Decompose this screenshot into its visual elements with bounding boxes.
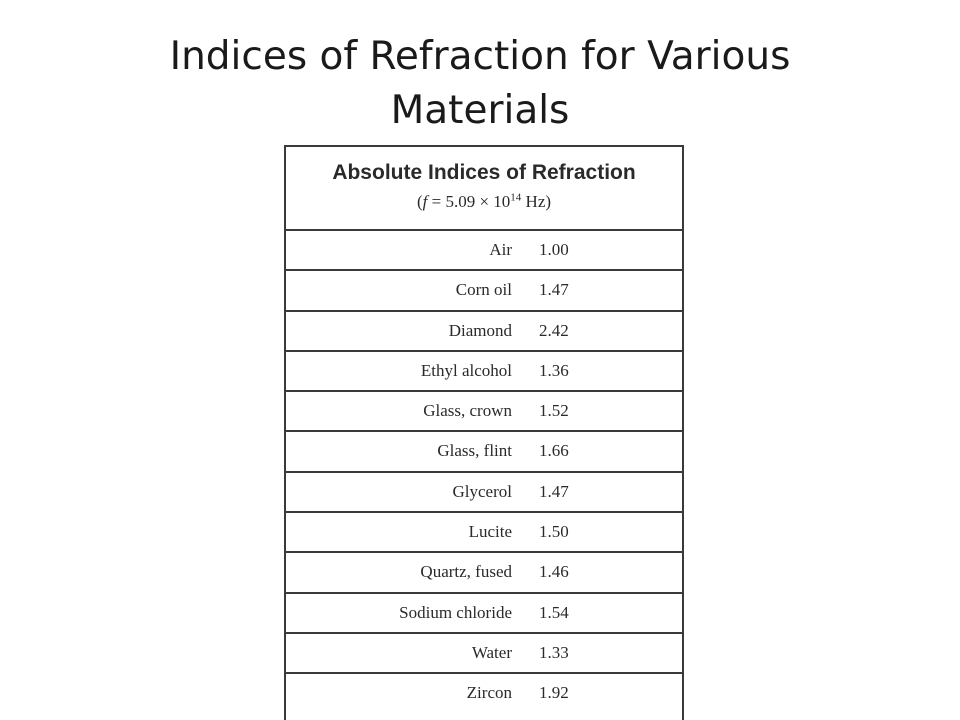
frequency-value: = 5.09 × 10 bbox=[427, 192, 511, 211]
frequency-variable: f bbox=[422, 192, 428, 211]
table-row: Lucite 1.50 bbox=[286, 513, 682, 554]
slide-title-line: Indices of Refraction for Various bbox=[169, 34, 791, 79]
refraction-index: 1.00 bbox=[539, 240, 569, 259]
table-row: Sodium chloride 1.54 bbox=[286, 594, 682, 634]
material-name: Zircon bbox=[466, 683, 512, 703]
table-row: Air 1.00 bbox=[286, 231, 682, 272]
table-row: Quartz, fused 1.46 bbox=[286, 553, 682, 594]
material-name: Glycerol bbox=[452, 481, 512, 501]
material-name: Quartz, fused bbox=[420, 562, 512, 582]
slide-title: Indices of Refraction for Various Materi… bbox=[60, 30, 900, 138]
refraction-index: 1.33 bbox=[539, 642, 569, 662]
refraction-index: 1.92 bbox=[539, 683, 569, 703]
refraction-index: 1.47 bbox=[539, 481, 569, 501]
table-row: Corn oil 1.47 bbox=[286, 271, 682, 312]
refraction-index: 1.47 bbox=[539, 280, 569, 300]
refraction-index: 1.36 bbox=[539, 360, 569, 380]
table-row: Zircon 1.92 bbox=[286, 674, 682, 714]
refraction-index: 1.54 bbox=[539, 602, 569, 622]
refraction-index: 1.46 bbox=[539, 562, 569, 582]
material-name: Glass, crown bbox=[423, 401, 512, 421]
table-heading: Absolute Indices of Refraction bbox=[332, 161, 636, 184]
material-name: Glass, flint bbox=[437, 441, 512, 461]
table-row: Glass, flint 1.66 bbox=[286, 432, 682, 473]
frequency-open-paren: ( bbox=[416, 192, 423, 211]
material-name: Corn oil bbox=[455, 280, 512, 300]
table-row: Glass, crown 1.52 bbox=[286, 392, 682, 433]
table-row: Water 1.33 bbox=[286, 634, 682, 675]
frequency-unit: Hz) bbox=[521, 192, 552, 211]
refraction-index: 1.50 bbox=[539, 522, 569, 542]
material-name: Lucite bbox=[468, 522, 512, 542]
table-body: Air 1.00 Corn oil 1.47 Diamond 2.42 Ethy… bbox=[286, 231, 682, 715]
material-name: Air bbox=[489, 240, 512, 259]
material-name: Diamond bbox=[448, 320, 512, 340]
refraction-index: 2.42 bbox=[539, 320, 569, 340]
material-name: Ethyl alcohol bbox=[420, 360, 512, 380]
slide-title-line: Materials bbox=[390, 88, 570, 133]
frequency-note: (f = 5.09 × 1014 Hz) bbox=[286, 191, 682, 213]
refraction-index: 1.52 bbox=[539, 401, 569, 421]
table-row: Glycerol 1.47 bbox=[286, 473, 682, 514]
refraction-table: Absolute Indices of Refraction (f = 5.09… bbox=[284, 145, 684, 720]
refraction-index: 1.66 bbox=[539, 441, 569, 461]
table-row: Ethyl alcohol 1.36 bbox=[286, 352, 682, 393]
material-name: Sodium chloride bbox=[399, 602, 512, 622]
table-header: Absolute Indices of Refraction (f = 5.09… bbox=[286, 147, 682, 231]
material-name: Water bbox=[471, 642, 512, 662]
frequency-exponent: 14 bbox=[510, 191, 522, 204]
table-row: Diamond 2.42 bbox=[286, 312, 682, 352]
